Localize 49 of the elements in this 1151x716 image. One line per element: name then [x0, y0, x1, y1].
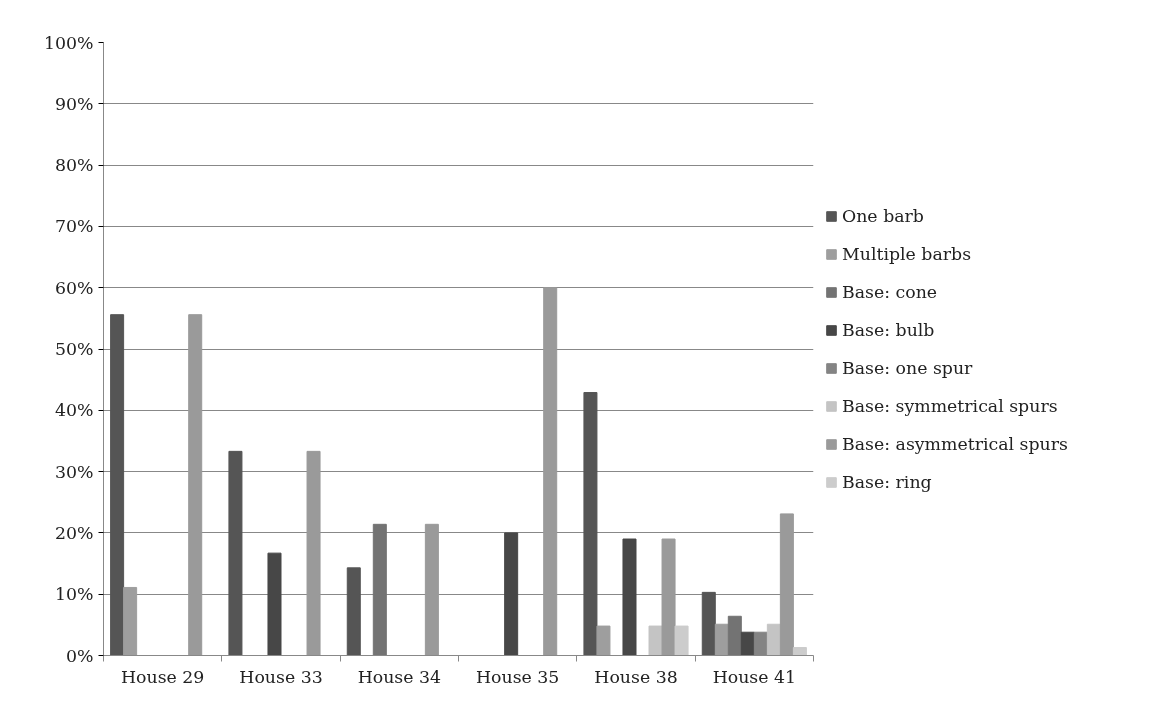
y-tick-label: 30%: [54, 461, 94, 482]
bar: [766, 623, 781, 656]
bar: [346, 567, 361, 656]
legend-label: Base: ring: [842, 471, 932, 492]
legend-label: Base: cone: [842, 281, 938, 302]
legend-label: Base: one spur: [842, 357, 973, 378]
y-tick-label: 60%: [54, 277, 94, 298]
x-tick-label: House 35: [475, 666, 560, 687]
legend-label: Base: symmetrical spurs: [842, 395, 1058, 416]
bar: [714, 623, 729, 656]
bar: [188, 314, 203, 656]
y-tick-label: 0%: [66, 645, 94, 666]
bar: [727, 615, 742, 656]
bar: [372, 523, 387, 656]
y-tick-label: 90%: [54, 93, 94, 114]
y-tick-label: 70%: [54, 216, 94, 237]
x-tick-label: House 38: [594, 666, 678, 687]
bar: [424, 523, 439, 656]
y-tick-label: 10%: [54, 584, 94, 605]
legend-label: Base: bulb: [842, 319, 935, 340]
bar: [792, 647, 807, 656]
legend-label: Multiple barbs: [842, 243, 972, 264]
bar: [622, 538, 637, 656]
bar: [674, 625, 689, 656]
bar: [596, 625, 611, 656]
bar: [648, 625, 663, 656]
y-tick-label: 50%: [54, 339, 94, 359]
bar: [110, 314, 125, 656]
bar: [543, 287, 558, 656]
bar: [228, 450, 243, 656]
bar: [123, 586, 138, 656]
y-tick-label: 80%: [54, 155, 94, 176]
x-tick-label: House 29: [120, 666, 205, 687]
bar: [267, 552, 282, 656]
y-tick-label: 40%: [54, 400, 94, 421]
legend-label: One barb: [842, 205, 924, 226]
x-tick-label: House 33: [239, 666, 323, 687]
bar: [740, 631, 755, 656]
bar: [661, 538, 676, 656]
y-tick-label: 100%: [43, 32, 94, 53]
bar: [306, 450, 321, 656]
bar: [583, 392, 598, 656]
bar: [701, 591, 716, 656]
y-tick-label: 20%: [54, 522, 94, 543]
x-tick-label: House 41: [712, 666, 797, 687]
bar: [504, 532, 519, 656]
x-tick-label: House 34: [357, 666, 442, 687]
bar: [779, 513, 794, 656]
legend-label: Base: asymmetrical spurs: [842, 433, 1068, 454]
